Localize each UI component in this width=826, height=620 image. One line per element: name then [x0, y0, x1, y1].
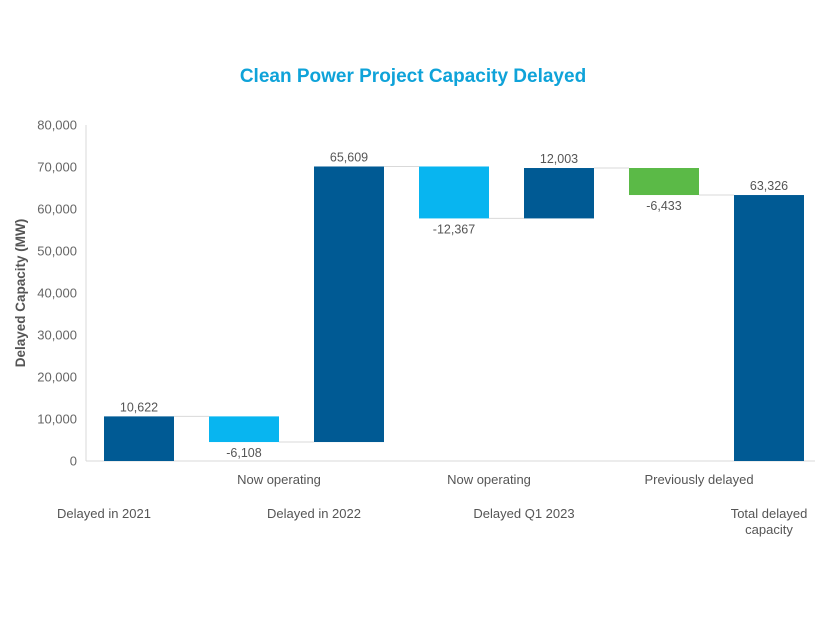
y-axis-label: Delayed Capacity (MW) — [13, 219, 28, 368]
bars — [104, 166, 804, 461]
category-label: capacity — [745, 522, 793, 537]
data-label: 12,003 — [540, 152, 578, 166]
data-label: 63,326 — [750, 179, 788, 193]
category-label: Previously delayed — [644, 472, 753, 487]
data-labels: 10,622 -6,108 65,609 -12,367 12,003 -6,433 63,… — [120, 150, 788, 460]
bar-5 — [524, 168, 594, 219]
category-labels: Delayed in 2021 Now operating Delayed in 2… — [57, 472, 807, 537]
category-label: Delayed in 2022 — [267, 506, 361, 521]
category-label: Delayed in 2021 — [57, 506, 151, 521]
category-label: Now operating — [237, 472, 321, 487]
bar-7 — [734, 195, 804, 461]
y-tick-label: 40,000 — [37, 286, 77, 301]
data-label: -6,433 — [646, 199, 681, 213]
chart-title: Clean Power Project Capacity Delayed — [240, 66, 586, 87]
data-label: 10,622 — [120, 400, 158, 414]
bar-3 — [314, 166, 384, 443]
bar-6 — [629, 168, 699, 196]
y-tick-label: 0 — [70, 454, 77, 469]
y-tick-label: 80,000 — [37, 118, 77, 133]
category-label: Total delayed — [731, 506, 808, 521]
y-tick-label: 50,000 — [37, 244, 77, 259]
y-axis-ticks: 0 10,000 20,000 30,000 40,000 50,000 60,000 70,… — [37, 118, 77, 469]
connector-lines — [174, 165, 734, 443]
bar-2 — [209, 416, 279, 443]
y-tick-label: 30,000 — [37, 328, 77, 343]
category-label: Now operating — [447, 472, 531, 487]
y-tick-label: 20,000 — [37, 370, 77, 385]
data-label: 65,609 — [330, 150, 368, 164]
bar-1 — [104, 416, 174, 461]
data-label: -12,367 — [433, 222, 475, 236]
y-tick-label: 60,000 — [37, 202, 77, 217]
category-label: Delayed Q1 2023 — [473, 506, 574, 521]
data-label: -6,108 — [226, 446, 261, 460]
bar-4 — [419, 166, 489, 219]
y-tick-label: 70,000 — [37, 160, 77, 175]
y-tick-label: 10,000 — [37, 412, 77, 427]
